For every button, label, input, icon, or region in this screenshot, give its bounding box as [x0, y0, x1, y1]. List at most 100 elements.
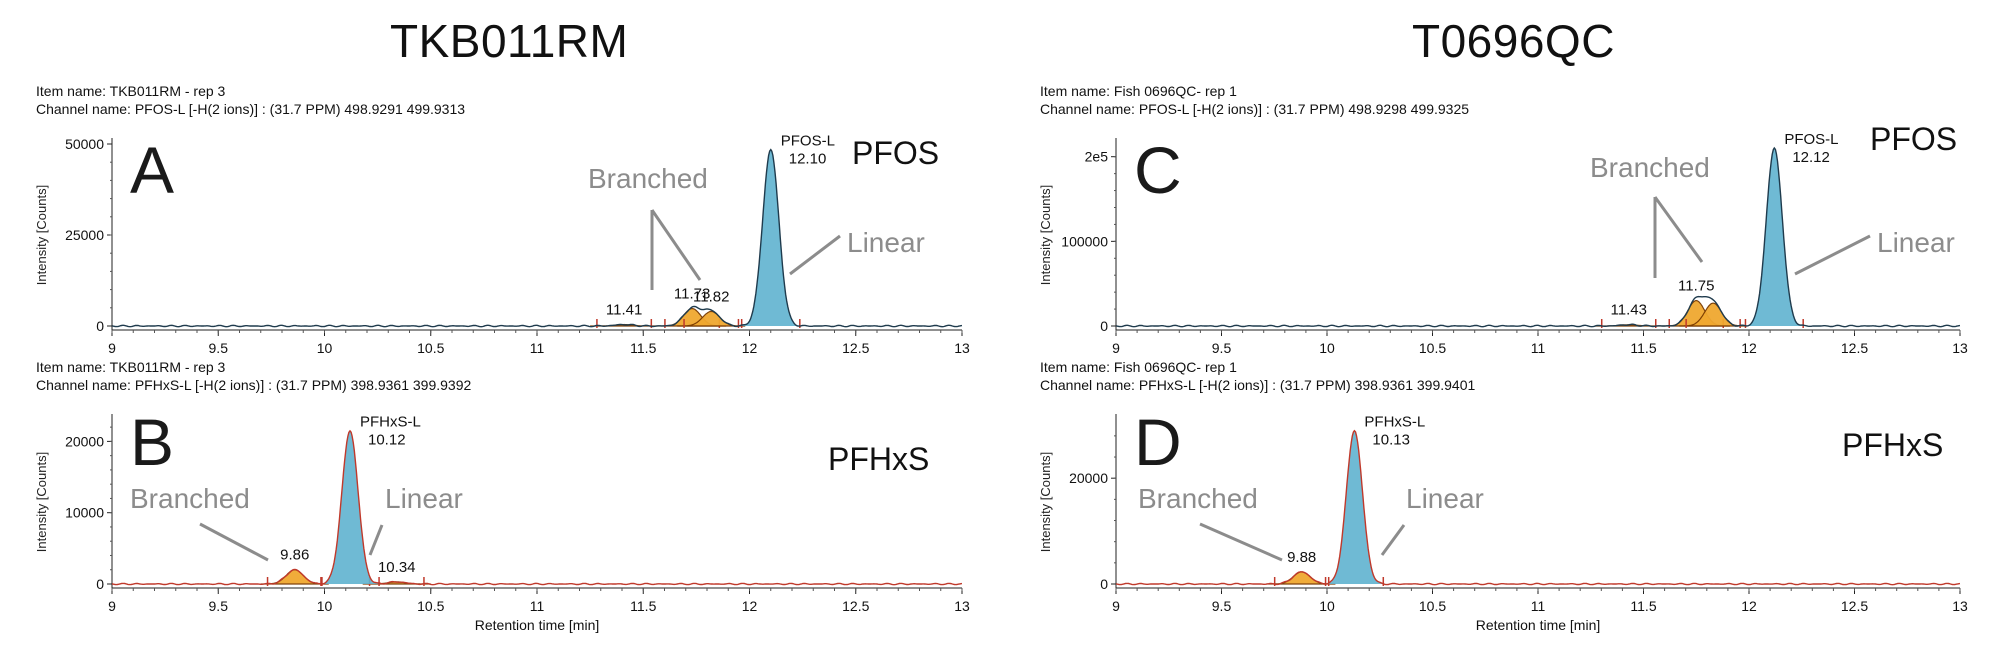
branched-annotation: Branched — [1138, 483, 1258, 514]
y-axis-label: Intensity [Counts] — [34, 452, 49, 552]
x-tick-label: 11.5 — [1630, 598, 1656, 614]
y-tick-label: 0 — [1100, 318, 1108, 334]
y-tick-label: 20000 — [1069, 470, 1108, 486]
branched-peak-rt-label: 11.41 — [606, 302, 642, 319]
branched-annotation: Branched — [588, 163, 708, 194]
x-tick-label: 12 — [1741, 598, 1757, 614]
compound-label: PFHxS — [828, 441, 929, 477]
x-tick-label: 11.5 — [1630, 340, 1656, 356]
x-tick-label: 10 — [1319, 598, 1335, 614]
x-tick-label: 12 — [1741, 340, 1757, 356]
linear-peak-area — [1742, 148, 1807, 326]
channel-name-label: Channel name: PFOS-L [-H(2 ions)] : (31.… — [36, 101, 465, 117]
linear-pointer-line — [1794, 234, 1871, 276]
channel-name-label: Channel name: PFOS-L [-H(2 ions)] : (31.… — [1040, 101, 1469, 117]
compound-label: PFOS — [852, 135, 939, 171]
chromatogram-trace — [111, 148, 963, 328]
chart-panel-a: Item name: TKB011RM - rep 3 Channel name:… — [34, 83, 970, 356]
linear-peak-name-label: PFOS-L — [781, 132, 835, 149]
x-tick-label: 12.5 — [842, 340, 869, 356]
x-tick-label: 11.5 — [630, 340, 656, 356]
panel-letter-label: C — [1134, 133, 1182, 207]
x-tick-label: 12.5 — [842, 598, 869, 614]
linear-peak-name-label: PFHxS-L — [1364, 414, 1425, 431]
chart-panel-b: Item name: TKB011RM - rep 3 Channel name:… — [34, 359, 970, 633]
x-tick-label: 12 — [742, 598, 758, 614]
linear-peak-name-label: PFHxS-L — [360, 414, 421, 431]
linear-annotation: Linear — [1406, 483, 1484, 514]
branched-pointer-line — [1199, 522, 1283, 562]
compound-label: PFHxS — [1842, 427, 1943, 463]
item-name-label: Item name: TKB011RM - rep 3 — [36, 83, 226, 99]
channel-name-label: Channel name: PFHxS-L [-H(2 ions)] : (31… — [1040, 377, 1475, 393]
branched-annotation: Branched — [1590, 152, 1710, 183]
panel-letter-label: D — [1134, 405, 1182, 479]
x-tick-label: 9 — [108, 340, 116, 356]
channel-name-label: Channel name: PFHxS-L [-H(2 ions)] : (31… — [36, 377, 471, 393]
x-tick-label: 10.5 — [1419, 598, 1446, 614]
x-tick-label: 9.5 — [209, 598, 229, 614]
x-tick-label: 13 — [954, 598, 970, 614]
x-tick-label: 13 — [954, 340, 970, 356]
left-figure-title: TKB011RM — [390, 15, 629, 67]
x-tick-label: 9 — [1112, 598, 1120, 614]
branched-peak-area — [260, 569, 329, 585]
linear-peak-rt-label: 10.12 — [368, 432, 406, 449]
branched-pointer-line — [199, 522, 269, 562]
y-tick-label: 0 — [1100, 576, 1108, 592]
linear-peak-rt-label: 12.12 — [1792, 149, 1830, 166]
panel-letter-label: B — [130, 405, 174, 479]
x-axis-label: Retention time [min] — [1476, 617, 1601, 633]
branched-peak-rt-label: 9.86 — [280, 547, 309, 564]
linear-peak-area — [1322, 430, 1387, 584]
x-tick-label: 12 — [742, 340, 758, 356]
branched-pointer-line — [1653, 196, 1704, 263]
linear-peak-area — [738, 149, 804, 326]
x-tick-label: 10 — [1319, 340, 1335, 356]
y-axis-label: Intensity [Counts] — [1038, 185, 1053, 285]
linear-annotation: Linear — [385, 483, 463, 514]
chart-panel-d: Item name: Fish 0696QC- rep 1 Channel nam… — [1038, 359, 1968, 633]
x-tick-label: 9 — [108, 598, 116, 614]
branched-peak-rt-label: 10.34 — [378, 559, 416, 576]
compound-label: PFOS — [1870, 121, 1957, 157]
item-name-label: Item name: Fish 0696QC- rep 1 — [1040, 83, 1237, 99]
y-tick-label: 50000 — [65, 136, 104, 152]
x-tick-label: 11 — [530, 340, 545, 356]
linear-pointer-line — [789, 234, 841, 276]
x-tick-label: 12.5 — [1841, 340, 1868, 356]
x-tick-label: 9 — [1112, 340, 1120, 356]
x-tick-label: 10 — [317, 340, 333, 356]
linear-pointer-line — [1380, 524, 1406, 556]
item-name-label: Item name: Fish 0696QC- rep 1 — [1040, 359, 1237, 375]
x-tick-label: 13 — [1952, 598, 1968, 614]
x-tick-label: 11 — [1531, 598, 1546, 614]
linear-peak-rt-label: 10.13 — [1372, 432, 1410, 449]
linear-annotation: Linear — [1877, 227, 1955, 258]
y-axis-label: Intensity [Counts] — [1038, 452, 1053, 552]
y-axis-label: Intensity [Counts] — [34, 185, 49, 285]
x-tick-label: 11 — [1531, 340, 1546, 356]
linear-peak-rt-label: 12.10 — [789, 150, 827, 167]
y-tick-label: 100000 — [1061, 233, 1108, 249]
y-tick-label: 0 — [96, 576, 104, 592]
branched-peak-rt-label: 11.73 — [674, 286, 710, 303]
branched-peak-rt-label: 9.88 — [1287, 549, 1316, 566]
branched-peak-rt-label: 11.82 — [693, 288, 729, 305]
y-tick-label: 10000 — [65, 505, 104, 521]
right-figure-title: T0696QC — [1412, 15, 1615, 67]
x-tick-label: 10.5 — [417, 340, 444, 356]
x-tick-label: 11.5 — [630, 598, 656, 614]
x-tick-label: 9.5 — [1212, 598, 1232, 614]
y-tick-label: 20000 — [65, 433, 104, 449]
x-tick-label: 13 — [1952, 340, 1968, 356]
chart-panel-c: Item name: Fish 0696QC- rep 1 Channel nam… — [1038, 83, 1968, 356]
x-tick-label: 12.5 — [1841, 598, 1868, 614]
x-tick-label: 10.5 — [1419, 340, 1446, 356]
linear-peak-area — [317, 430, 383, 584]
branched-pointer-line — [650, 209, 702, 281]
x-tick-label: 9.5 — [209, 340, 229, 356]
x-tick-label: 10 — [317, 598, 333, 614]
x-tick-label: 10.5 — [417, 598, 444, 614]
